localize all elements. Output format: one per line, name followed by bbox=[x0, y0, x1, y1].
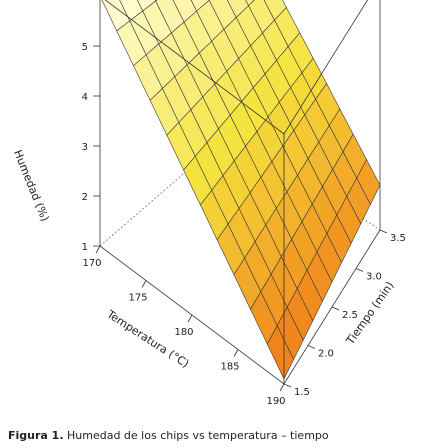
x-tick-label: 185 bbox=[220, 362, 239, 373]
surface-plot: 1 2 3 4 5 170 175 180 185 190 1.5 2.0 2.5 3.0 3.5 Hume… bbox=[11, 0, 406, 407]
x-tick-mark bbox=[233, 349, 239, 357]
y-tick-label: 3.5 bbox=[390, 233, 406, 244]
y-tick-mark bbox=[331, 306, 340, 311]
x-tick-label: 180 bbox=[174, 327, 193, 338]
y-tick-mark bbox=[379, 229, 388, 234]
x-tick-label: 175 bbox=[128, 293, 147, 304]
y-tick-mark bbox=[307, 345, 316, 349]
y-tick-mark bbox=[355, 268, 364, 272]
x-tick-mark bbox=[95, 245, 101, 254]
box-edge-back-bottom-left bbox=[99, 130, 234, 247]
box-edge-top-right bbox=[283, 0, 369, 135]
figure-caption: Figura 1. Humedad de los chips vs temper… bbox=[8, 429, 329, 442]
x-tick-label: 170 bbox=[82, 258, 101, 269]
y-tick-label: 2.0 bbox=[318, 349, 334, 360]
y-tick-label: 1.5 bbox=[294, 387, 310, 398]
z-tick-label: 1 bbox=[82, 242, 88, 253]
z-tick-label: 5 bbox=[82, 42, 88, 53]
x-tick-mark bbox=[187, 314, 193, 323]
x-tick-label: 190 bbox=[266, 396, 285, 407]
y-tick-mark bbox=[283, 383, 292, 388]
z-tick-label: 2 bbox=[82, 192, 88, 203]
y-tick-label: 3.0 bbox=[366, 272, 382, 283]
y-tick-label: 2.5 bbox=[342, 310, 358, 321]
z-axis-title: Humedad (%) bbox=[11, 148, 52, 223]
axis-ticks: 1 2 3 4 5 170 175 180 185 190 1.5 2.0 2.5 3.0 3.5 bbox=[82, 42, 406, 407]
x-tick-mark bbox=[141, 280, 147, 288]
caption-label: Figura 1. bbox=[8, 429, 64, 442]
z-tick-label: 4 bbox=[82, 92, 88, 103]
response-surface bbox=[101, 0, 381, 380]
surface-facet bbox=[266, 325, 294, 380]
box-edge-top-front bbox=[104, 0, 285, 135]
x-axis-title: Temperatura (°C) bbox=[104, 307, 192, 370]
x-tick-mark bbox=[279, 383, 285, 392]
z-tick-label: 3 bbox=[82, 142, 88, 153]
caption-text: Humedad de los chips vs temperatura – ti… bbox=[67, 429, 329, 442]
